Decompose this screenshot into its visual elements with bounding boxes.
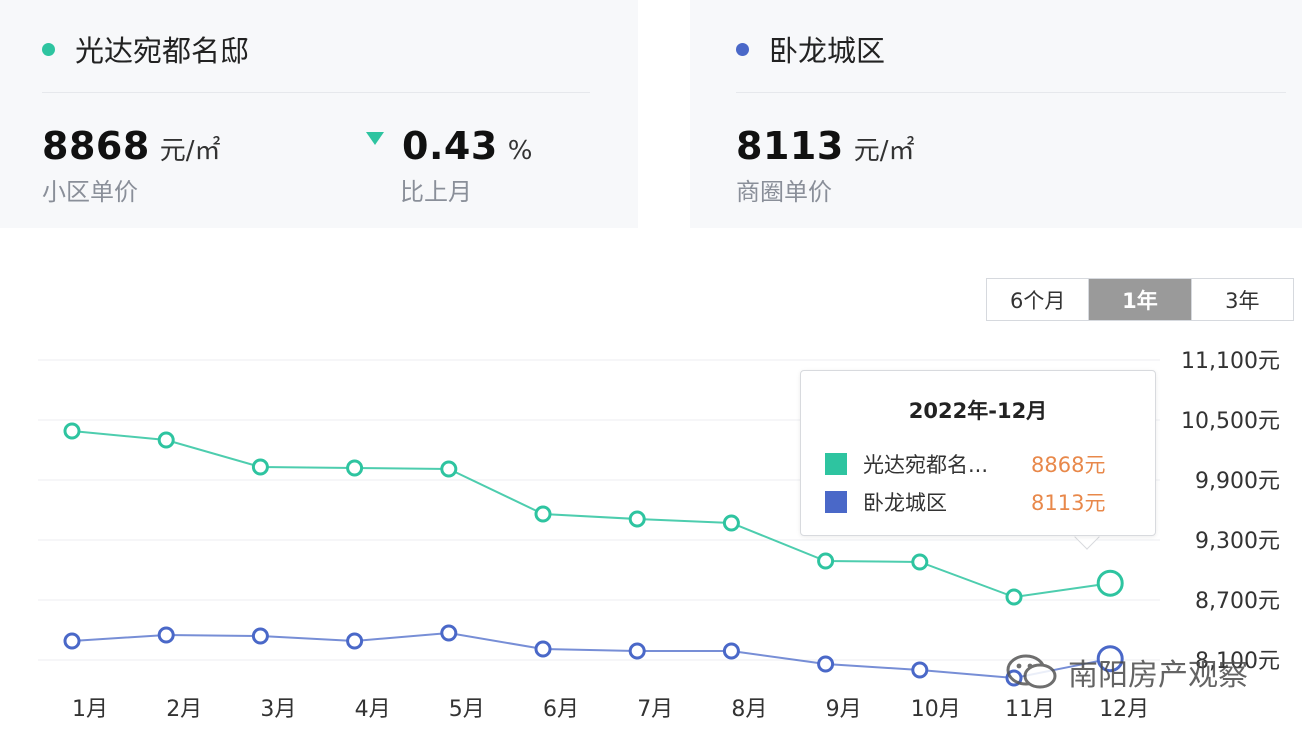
data-point (534, 640, 552, 658)
month-change: 0.43 % (366, 124, 532, 168)
data-point (817, 655, 835, 673)
chart-tooltip: 2022年-12月 光达宛都名... 8868元 卧龙城区 8113元 (800, 370, 1156, 536)
x-tick-label: 8月 (731, 697, 767, 722)
watermark-text: 南阳房产观察 (1068, 658, 1248, 693)
community-price-card: 光达宛都名邸 8868 元/㎡ 小区单价 0.43 % 比上月 (0, 0, 638, 228)
x-tick-label: 1月 (72, 697, 108, 722)
data-point (722, 514, 740, 532)
community-price-unit: 元/㎡ (159, 136, 221, 166)
district-name: 卧龙城区 (769, 34, 886, 68)
y-tick-label: 8,100元 (1195, 649, 1280, 674)
data-point (157, 431, 175, 449)
card-divider (736, 92, 1286, 93)
community-title: 光达宛都名邸 (42, 28, 249, 70)
y-tick-label: 11,100元 (1181, 349, 1280, 374)
y-tick-label: 8,700元 (1195, 589, 1280, 614)
x-tick-label: 2月 (166, 697, 202, 722)
data-point (628, 510, 646, 528)
x-tick-label: 4月 (355, 697, 391, 722)
data-point (911, 553, 929, 571)
x-tick-label: 9月 (826, 697, 862, 722)
data-point (1005, 588, 1023, 606)
district-price-value: 8113 (736, 124, 844, 168)
watermark: 南阳房产观察 (1004, 650, 1248, 694)
month-change-label: 比上月 (400, 178, 472, 206)
y-tick-label: 9,900元 (1195, 469, 1280, 494)
series-swatch-icon (825, 453, 847, 475)
community-price-label: 小区单价 (42, 178, 138, 206)
data-point (63, 422, 81, 440)
data-point (722, 642, 740, 660)
series-line (71, 430, 1111, 599)
tooltip-series-value: 8868元 (1031, 453, 1106, 477)
range-tabs: 6个月 1年 3年 (986, 278, 1294, 321)
data-point (346, 632, 364, 650)
community-price: 8868 元/㎡ (42, 124, 221, 168)
month-change-value: 0.43 (402, 124, 498, 168)
month-change-unit: % (507, 136, 533, 166)
x-tick-label: 3月 (260, 697, 296, 722)
x-tick-label: 5月 (449, 697, 485, 722)
data-point (251, 458, 269, 476)
district-price-unit: 元/㎡ (853, 136, 915, 166)
community-dot-icon (42, 42, 55, 56)
tab-3-years[interactable]: 3年 (1191, 279, 1293, 320)
community-name: 光达宛都名邸 (75, 34, 250, 68)
data-point (1096, 569, 1124, 597)
down-triangle-icon (366, 132, 384, 145)
tooltip-row: 光达宛都名... 8868元 (825, 449, 1105, 479)
tab-6-months[interactable]: 6个月 (987, 279, 1090, 320)
x-tick-label: 10月 (911, 697, 961, 722)
tooltip-row: 卧龙城区 8113元 (825, 487, 1105, 517)
y-tick-label: 9,300元 (1195, 529, 1280, 554)
data-point (346, 459, 364, 477)
series-line (71, 631, 1111, 680)
card-divider (42, 92, 590, 93)
wechat-icon (1006, 654, 1057, 689)
data-point (63, 632, 81, 650)
tooltip-title: 2022年-12月 (908, 399, 1048, 423)
district-dot-icon (736, 42, 749, 56)
data-point (440, 460, 458, 478)
data-point (1096, 645, 1124, 673)
data-point (534, 505, 552, 523)
district-title: 卧龙城区 (736, 28, 885, 70)
series-swatch-icon (825, 491, 847, 513)
data-point (911, 661, 929, 679)
data-point (251, 627, 269, 645)
data-point (440, 624, 458, 642)
district-price: 8113 元/㎡ (736, 124, 915, 168)
tooltip-series-name: 光达宛都名... (863, 453, 989, 477)
tooltip-series-value: 8113元 (1031, 491, 1106, 515)
tab-1-year[interactable]: 1年 (1089, 279, 1192, 320)
x-tick-label: 11月 (1005, 697, 1055, 722)
x-tick-label: 12月 (1099, 697, 1149, 722)
data-point (817, 552, 835, 570)
district-price-label: 商圈单价 (736, 178, 832, 206)
tooltip-series-name: 卧龙城区 (863, 491, 947, 515)
x-tick-label: 7月 (637, 697, 673, 722)
y-tick-label: 10,500元 (1181, 409, 1280, 434)
data-point (628, 642, 646, 660)
data-point (157, 626, 175, 644)
community-price-value: 8868 (42, 124, 150, 168)
x-tick-label: 6月 (543, 697, 579, 722)
district-price-card: 卧龙城区 8113 元/㎡ 商圈单价 (690, 0, 1302, 228)
